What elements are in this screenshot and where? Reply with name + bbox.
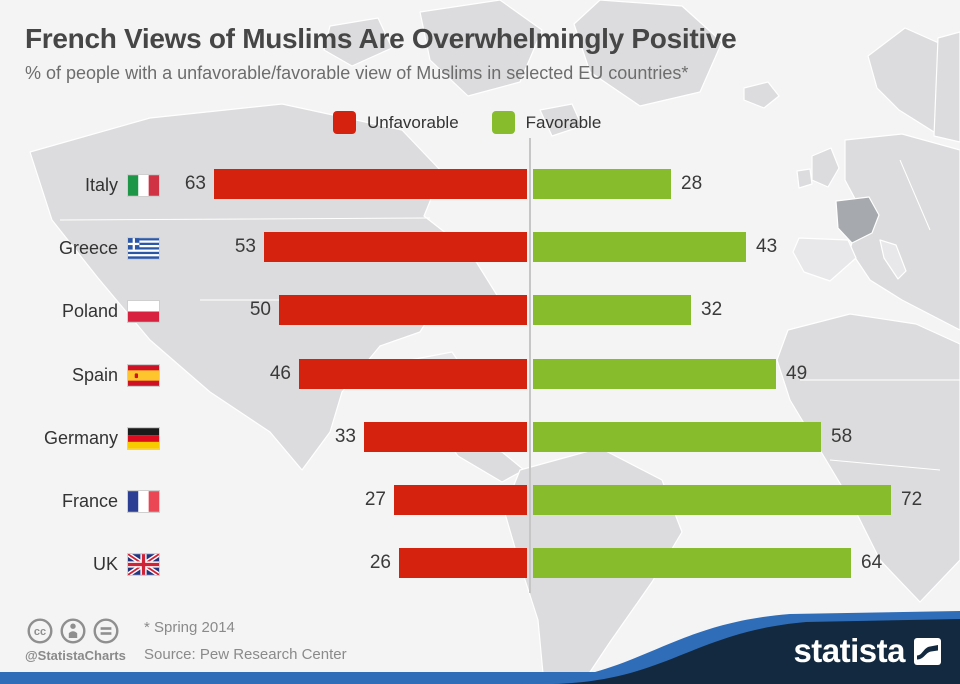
zero-axis-line: [529, 138, 531, 593]
unfavorable-bar: [299, 358, 527, 389]
legend-swatch-favorable: [491, 111, 515, 134]
source-credit: Source: Pew Research Center: [144, 646, 347, 663]
country-label: Germany: [43, 427, 118, 448]
creative-commons-license-icons[interactable]: cc: [25, 616, 125, 646]
statista-logo-icon: [914, 637, 941, 665]
unfavorable-bar: [279, 295, 527, 326]
chart-row-poland: Poland 50 32: [0, 280, 960, 343]
chart-row-greece: Greece 53 43: [0, 217, 960, 280]
unfavorable-bar: [394, 485, 527, 515]
unfavorable-bar: [214, 169, 527, 199]
unfavorable-value-label: 50: [249, 299, 271, 321]
italy-flag-icon: [127, 174, 160, 197]
unfavorable-value-label: 63: [184, 173, 206, 194]
favorable-bar: [533, 421, 821, 452]
country-label: Spain: [71, 364, 118, 385]
equal-icon: [93, 618, 119, 644]
chart-row-uk: UK 26 64: [0, 533, 960, 596]
legend-swatch-unfavorable: [333, 111, 356, 134]
statista-logo[interactable]: statista: [793, 632, 941, 670]
favorable-bar: [533, 548, 851, 579]
unfavorable-value-label: 26: [369, 552, 391, 574]
unfavorable-bar: [364, 421, 527, 452]
legend-item-unfavorable: Unfavorable: [333, 111, 459, 134]
country-label: Italy: [84, 175, 118, 195]
legend-item-favorable: Favorable: [491, 111, 602, 134]
favorable-value-label: 58: [831, 425, 853, 447]
cc-icon: [27, 618, 53, 644]
unfavorable-value-label: 27: [364, 489, 386, 510]
unfavorable-bar: [399, 548, 527, 579]
svg-text:cc: cc: [34, 626, 46, 638]
country-label: Greece: [58, 238, 118, 259]
bottom-wave-decoration: [0, 611, 960, 684]
country-label: France: [61, 491, 118, 511]
favorable-value-label: 72: [901, 489, 923, 510]
footnote: * Spring 2014: [144, 619, 235, 636]
favorable-value-label: 32: [701, 299, 723, 321]
germany-flag-icon: [127, 426, 160, 450]
chart-row-germany: Germany 33 58: [0, 407, 960, 470]
unfavorable-value-label: 46: [269, 362, 291, 384]
country-label: UK: [92, 554, 118, 575]
uk-flag-icon: [127, 553, 160, 577]
chart-legend: Unfavorable Favorable: [333, 111, 634, 134]
favorable-bar: [533, 358, 776, 389]
footer: cc @StatistaCharts * Spring 2014 Source:…: [0, 588, 960, 684]
favorable-value-label: 28: [681, 173, 703, 194]
poland-flag-icon: [127, 300, 160, 324]
favorable-value-label: 64: [861, 552, 883, 574]
unfavorable-value-label: 53: [234, 236, 256, 258]
spain-flag-icon: [127, 363, 160, 387]
favorable-bar: [533, 295, 691, 326]
france-flag-icon: [127, 490, 160, 513]
chart-row-spain: Spain 46 49: [0, 344, 960, 407]
statista-wordmark: statista: [793, 632, 905, 669]
chart-title: French Views of Muslims Are Overwhelming…: [25, 23, 737, 54]
statista-charts-handle[interactable]: @StatistaCharts: [25, 648, 126, 663]
attribution-icon: [60, 618, 86, 644]
chart-subtitle: % of people with a unfavorable/favorable…: [25, 62, 689, 83]
favorable-bar: [533, 485, 891, 515]
unfavorable-bar: [264, 232, 527, 263]
legend-label: Favorable: [525, 112, 602, 132]
favorable-value-label: 49: [786, 362, 808, 384]
favorable-value-label: 43: [756, 236, 778, 258]
unfavorable-value-label: 33: [334, 425, 356, 447]
greece-flag-icon: [127, 237, 160, 261]
legend-label: Unfavorable: [367, 112, 459, 132]
country-label: Poland: [61, 301, 118, 322]
favorable-bar: [533, 232, 746, 263]
chart-row-france: France 27 72: [0, 470, 960, 533]
chart-row-italy: Italy 63 28: [0, 154, 960, 217]
favorable-bar: [533, 169, 671, 199]
